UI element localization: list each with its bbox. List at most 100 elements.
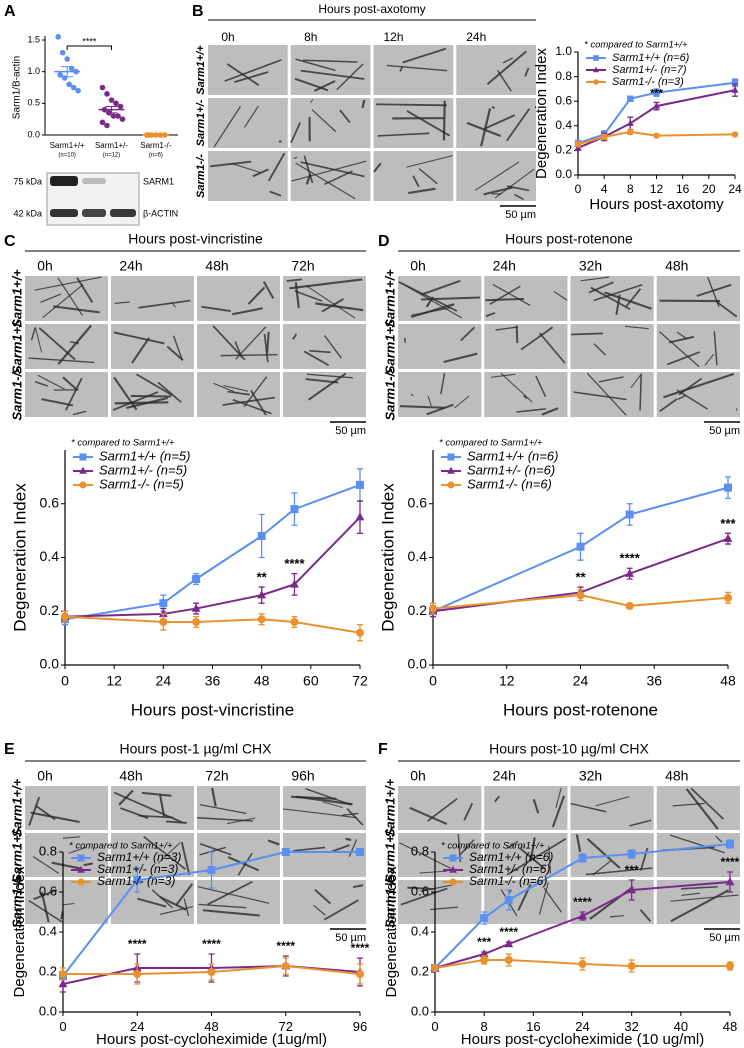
genotype-label: Sarm1+/- [382, 827, 397, 882]
legend-label: Sarm1+/+ (n=3) [97, 850, 181, 864]
neurite [247, 286, 266, 305]
panel-label: B [192, 3, 204, 20]
legend-label: Sarm1-/- (n=6) [469, 874, 547, 888]
neurite [506, 837, 567, 876]
neurite [411, 307, 450, 316]
y-tick-label: 0.4 [40, 548, 60, 564]
marker [731, 131, 739, 138]
y-tick-label: 0.5 [27, 98, 40, 108]
micrograph [111, 324, 194, 369]
neurite [213, 382, 235, 393]
y-tick-label: 0.2 [408, 602, 428, 618]
neurite [440, 372, 446, 395]
y-tick-label: 0.6 [40, 494, 60, 510]
neurite [207, 881, 253, 906]
neurite [588, 281, 614, 294]
neurite [300, 161, 365, 178]
neurite [520, 326, 554, 351]
neurite [306, 373, 353, 379]
marker [576, 591, 585, 600]
marker [356, 970, 364, 978]
neurite [165, 820, 187, 824]
blot-marker: 42 kDa [13, 208, 42, 218]
micrograph [111, 833, 194, 877]
neurite [713, 331, 718, 366]
marker [504, 939, 514, 948]
series-line [434, 881, 731, 969]
neurite [202, 909, 260, 917]
neurite [250, 389, 267, 416]
neurite [409, 806, 448, 825]
neurite [220, 354, 278, 357]
neurite [157, 381, 182, 403]
neurite [685, 788, 719, 830]
significance-label: *** [650, 87, 664, 99]
neurite [595, 796, 630, 807]
neurite [538, 332, 566, 364]
marker [77, 878, 85, 886]
neurite [609, 915, 624, 918]
neurite [52, 305, 100, 314]
neurite [232, 399, 272, 415]
time-label: 96h [291, 768, 314, 784]
marker [447, 466, 455, 474]
neurite [676, 389, 709, 410]
x-axis-label: Hours post-vincristine [131, 700, 294, 719]
data-point [59, 49, 66, 56]
x-tick-label: 24 [575, 1019, 589, 1034]
neurite [639, 909, 652, 922]
neurite [138, 299, 191, 309]
time-label: 24h [493, 258, 516, 274]
neurite [209, 160, 252, 168]
neurite [670, 889, 730, 923]
neurite [399, 842, 451, 869]
neurite [489, 285, 521, 305]
time-label: 0h [410, 768, 426, 784]
x-tick-label: 48 [720, 672, 736, 688]
neurite [500, 372, 533, 403]
time-label: 72h [205, 768, 228, 784]
neurite [399, 405, 445, 409]
neurite [227, 390, 250, 396]
marker [725, 877, 735, 886]
marker [290, 505, 299, 514]
y-axis-label: Degeneration Index [378, 483, 397, 632]
y-axis-label: Degeneration Index [533, 48, 550, 179]
neurite [483, 114, 516, 130]
data-point [55, 34, 61, 40]
neurite [113, 331, 165, 345]
x-tick-label: 96 [353, 1019, 367, 1034]
marker [207, 866, 216, 874]
time-label: 24h [119, 258, 142, 274]
x-axis-label: Hours post-rotenone [503, 700, 658, 719]
neurite [494, 168, 535, 199]
neurite [159, 895, 187, 911]
marker [192, 618, 201, 626]
micrograph [283, 324, 366, 369]
series-line [434, 959, 730, 969]
x-tick-label: 0 [61, 672, 69, 688]
y-tick-label: 0.6 [555, 93, 572, 107]
neurite [678, 377, 703, 396]
genotype-label: Sarm1+/+ [9, 269, 24, 328]
series-line [64, 516, 361, 618]
marker [504, 956, 513, 964]
marker [159, 599, 168, 608]
marker [191, 603, 201, 612]
neurite [331, 844, 350, 853]
x-tick-label: 0 [59, 1019, 66, 1034]
marker [578, 911, 587, 920]
time-label: 48h [119, 768, 142, 784]
genotype-label: Sarm1-/- [9, 368, 24, 420]
neurite [399, 65, 404, 72]
neurite [201, 305, 231, 312]
micrograph [484, 833, 568, 877]
micrograph [197, 372, 280, 417]
significance-label: **** [721, 855, 740, 869]
neurite [480, 108, 492, 147]
neurite [474, 161, 520, 191]
micrograph-title: Hours post-rotenone [505, 231, 633, 247]
neurite [407, 886, 434, 891]
marker [281, 962, 290, 970]
